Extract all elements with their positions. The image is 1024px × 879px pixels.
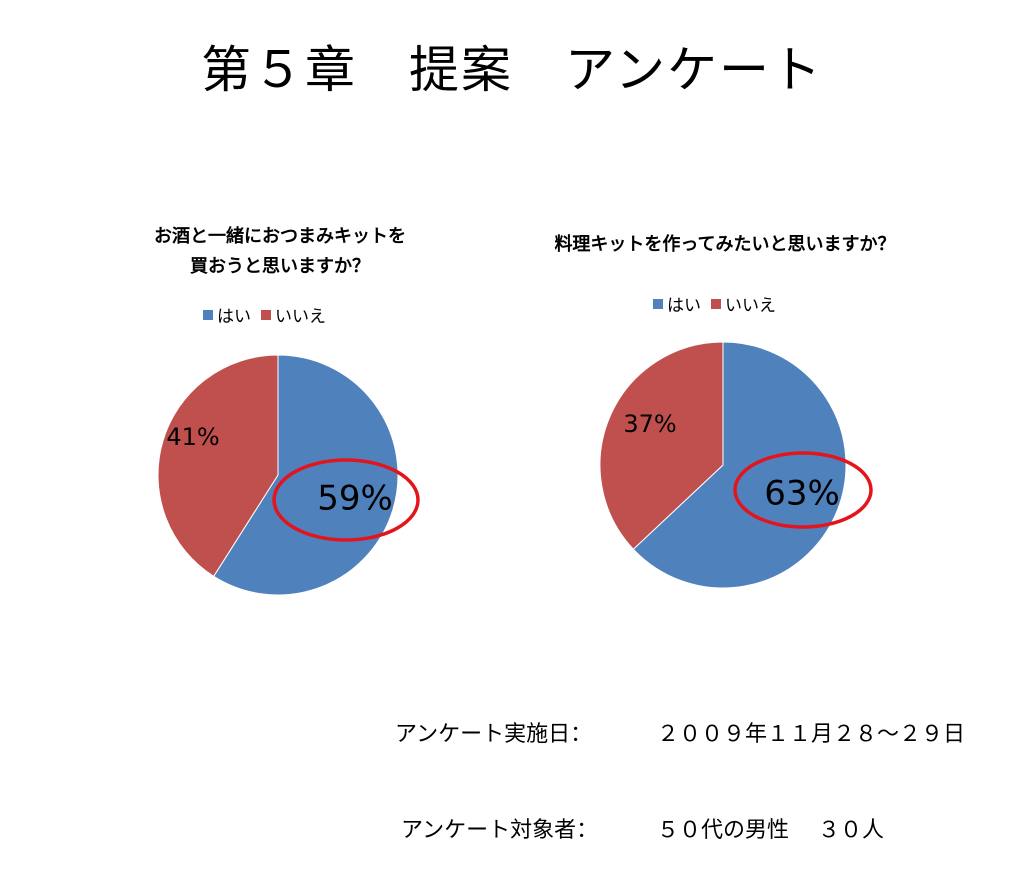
legend-swatch-no — [261, 309, 271, 320]
survey-date-row: アンケート実施日： ２００９年１１月２８～２９日 — [395, 719, 965, 751]
chart-1-title-line-2: 買おうと思いますか？ — [190, 256, 370, 277]
chart-1-data-label-yes: 59% — [317, 479, 393, 519]
chart-2-slice-no — [599, 341, 724, 550]
legend-item-no: いいえ — [711, 291, 776, 316]
legend-swatch-no — [711, 298, 721, 309]
legend-label-no: いいえ — [275, 307, 326, 327]
survey-target-label: アンケート対象者： — [401, 818, 599, 843]
chart-1-highlight-circle — [272, 458, 420, 542]
legend-label-yes: はい — [217, 307, 251, 327]
survey-target-value: ５０代の男性 ３０人 — [657, 818, 884, 843]
chart-2-title: 料理キットを作ってみたいと思いますか？ — [554, 234, 896, 255]
survey-target-row: アンケート対象者： ５０代の男性 ３０人 — [395, 815, 965, 847]
chart-1-title-line-1: お酒と一緒におつまみキットを — [154, 226, 406, 247]
legend-item-no: いいえ — [261, 302, 326, 327]
legend-swatch-yes — [653, 298, 663, 309]
chart-1-data-label-no: 41% — [166, 423, 219, 451]
legend-swatch-yes — [203, 309, 213, 320]
legend-item-yes: はい — [653, 291, 701, 316]
survey-date-value: ２００９年１１月２８～２９日 — [657, 722, 966, 747]
legend-item-yes: はい — [203, 302, 251, 327]
slide-title: 第５章 提案 アンケート — [201, 41, 823, 99]
chart-2-highlight-circle — [733, 451, 873, 529]
chart-2-data-label-no: 37% — [623, 410, 676, 438]
survey-info: アンケート実施日： ２００９年１１月２８～２９日 アンケート対象者： ５０代の男… — [395, 655, 965, 879]
pie-charts: 59% 41% 63% 37% — [157, 341, 873, 596]
chart-1-slice-no — [157, 354, 279, 578]
survey-date-label: アンケート実施日： — [395, 722, 593, 747]
chart-1-title: お酒と一緒におつまみキットを 買おうと思いますか？ — [110, 222, 450, 282]
legend-label-yes: はい — [667, 296, 701, 316]
chart-2-legend: はい いいえ — [653, 291, 782, 316]
legend-label-no: いいえ — [725, 296, 776, 316]
chart-2-data-label-yes: 63% — [764, 474, 840, 514]
chart-1-slice-yes — [213, 354, 399, 596]
chart-1-legend: はい いいえ — [203, 302, 332, 327]
